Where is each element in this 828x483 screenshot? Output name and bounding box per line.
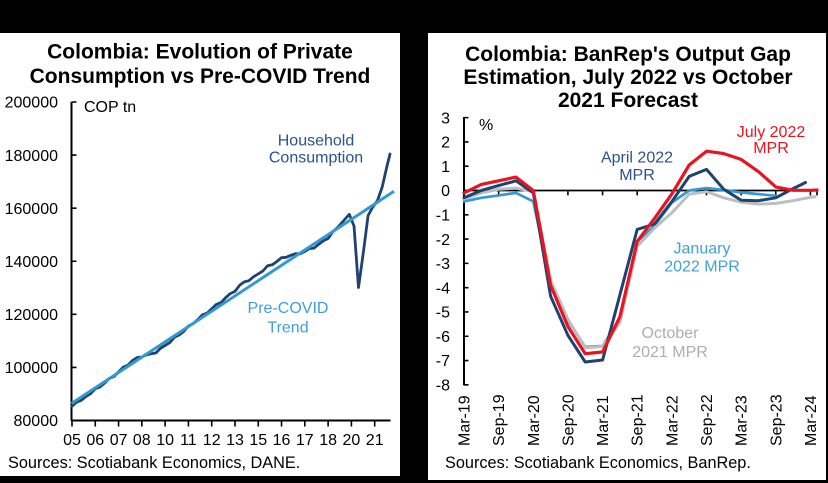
svg-text:140000: 140000 — [5, 254, 58, 271]
svg-text:2021 MPR: 2021 MPR — [632, 344, 708, 361]
svg-text:Consumption: Consumption — [269, 150, 363, 167]
svg-text:12: 12 — [203, 432, 221, 449]
svg-text:-7: -7 — [436, 353, 450, 370]
svg-text:Mar-24: Mar-24 — [803, 395, 820, 446]
svg-text:07: 07 — [110, 432, 128, 449]
svg-text:2022 MPR: 2022 MPR — [664, 259, 740, 276]
svg-text:-3: -3 — [436, 256, 450, 273]
svg-text:Colombia: BanRep's Output Gap: Colombia: BanRep's Output Gap — [465, 43, 791, 66]
svg-text:-8: -8 — [436, 378, 450, 395]
svg-text:Mar-19: Mar-19 — [457, 395, 474, 446]
svg-text:Mar-22: Mar-22 — [664, 395, 681, 446]
svg-text:-5: -5 — [436, 305, 450, 322]
svg-text:MPR: MPR — [753, 140, 789, 157]
svg-text:11: 11 — [180, 432, 197, 449]
svg-text:16: 16 — [273, 432, 291, 449]
svg-text:Sep-23: Sep-23 — [768, 394, 785, 446]
svg-text:Mar-21: Mar-21 — [595, 395, 612, 446]
svg-text:Colombia: Evolution of Private: Colombia: Evolution of Private — [47, 41, 353, 64]
svg-text:Estimation, July 2022 vs Octob: Estimation, July 2022 vs October — [463, 66, 792, 89]
svg-text:100000: 100000 — [5, 360, 58, 377]
svg-text:05: 05 — [63, 432, 81, 449]
svg-text:July 2022: July 2022 — [737, 124, 806, 141]
svg-text:April 2022: April 2022 — [601, 150, 673, 167]
svg-text:Sep-20: Sep-20 — [560, 394, 577, 446]
svg-text:-4: -4 — [436, 280, 450, 297]
svg-text:0: 0 — [441, 183, 450, 200]
svg-text:2: 2 — [441, 135, 450, 152]
svg-text:10: 10 — [156, 432, 174, 449]
svg-text:October: October — [642, 325, 700, 342]
svg-text:3: 3 — [441, 110, 450, 127]
svg-text:Sep-19: Sep-19 — [491, 394, 508, 446]
svg-text:Sep-21: Sep-21 — [630, 394, 647, 446]
svg-text:200000: 200000 — [5, 95, 58, 112]
svg-text:06: 06 — [86, 432, 104, 449]
svg-text:18: 18 — [319, 432, 337, 449]
svg-text:Pre-COVID: Pre-COVID — [248, 300, 329, 317]
svg-text:80000: 80000 — [14, 413, 59, 430]
svg-text:17: 17 — [296, 432, 314, 449]
svg-text:-2: -2 — [436, 232, 450, 249]
svg-text:Sources: Scotiabank Economics,: Sources: Scotiabank Economics, DANE. — [8, 454, 300, 472]
svg-text:-1: -1 — [436, 208, 450, 225]
svg-text:120000: 120000 — [5, 307, 58, 324]
svg-text:08: 08 — [133, 432, 151, 449]
svg-text:Mar-23: Mar-23 — [734, 395, 751, 446]
svg-text:Household: Household — [278, 133, 355, 150]
svg-text:2021 Forecast: 2021 Forecast — [558, 89, 698, 112]
svg-text:Sep-22: Sep-22 — [699, 394, 716, 446]
svg-text:MPR: MPR — [619, 167, 655, 184]
svg-text:Consumption vs Pre-COVID Trend: Consumption vs Pre-COVID Trend — [30, 65, 371, 88]
svg-text:13: 13 — [226, 432, 244, 449]
svg-text:COP tn: COP tn — [84, 99, 136, 116]
svg-text:%: % — [479, 117, 493, 134]
svg-text:Trend: Trend — [267, 320, 308, 337]
svg-text:180000: 180000 — [5, 148, 58, 165]
svg-text:Mar-20: Mar-20 — [526, 395, 543, 446]
svg-text:21: 21 — [366, 432, 384, 449]
svg-text:-6: -6 — [436, 329, 450, 346]
svg-text:Sources: Scotiabank Economics,: Sources: Scotiabank Economics, BanRep. — [445, 454, 751, 472]
svg-text:January: January — [674, 241, 731, 258]
svg-text:20: 20 — [343, 432, 361, 449]
svg-text:1: 1 — [441, 159, 450, 176]
svg-text:15: 15 — [249, 432, 267, 449]
svg-text:160000: 160000 — [5, 201, 58, 218]
